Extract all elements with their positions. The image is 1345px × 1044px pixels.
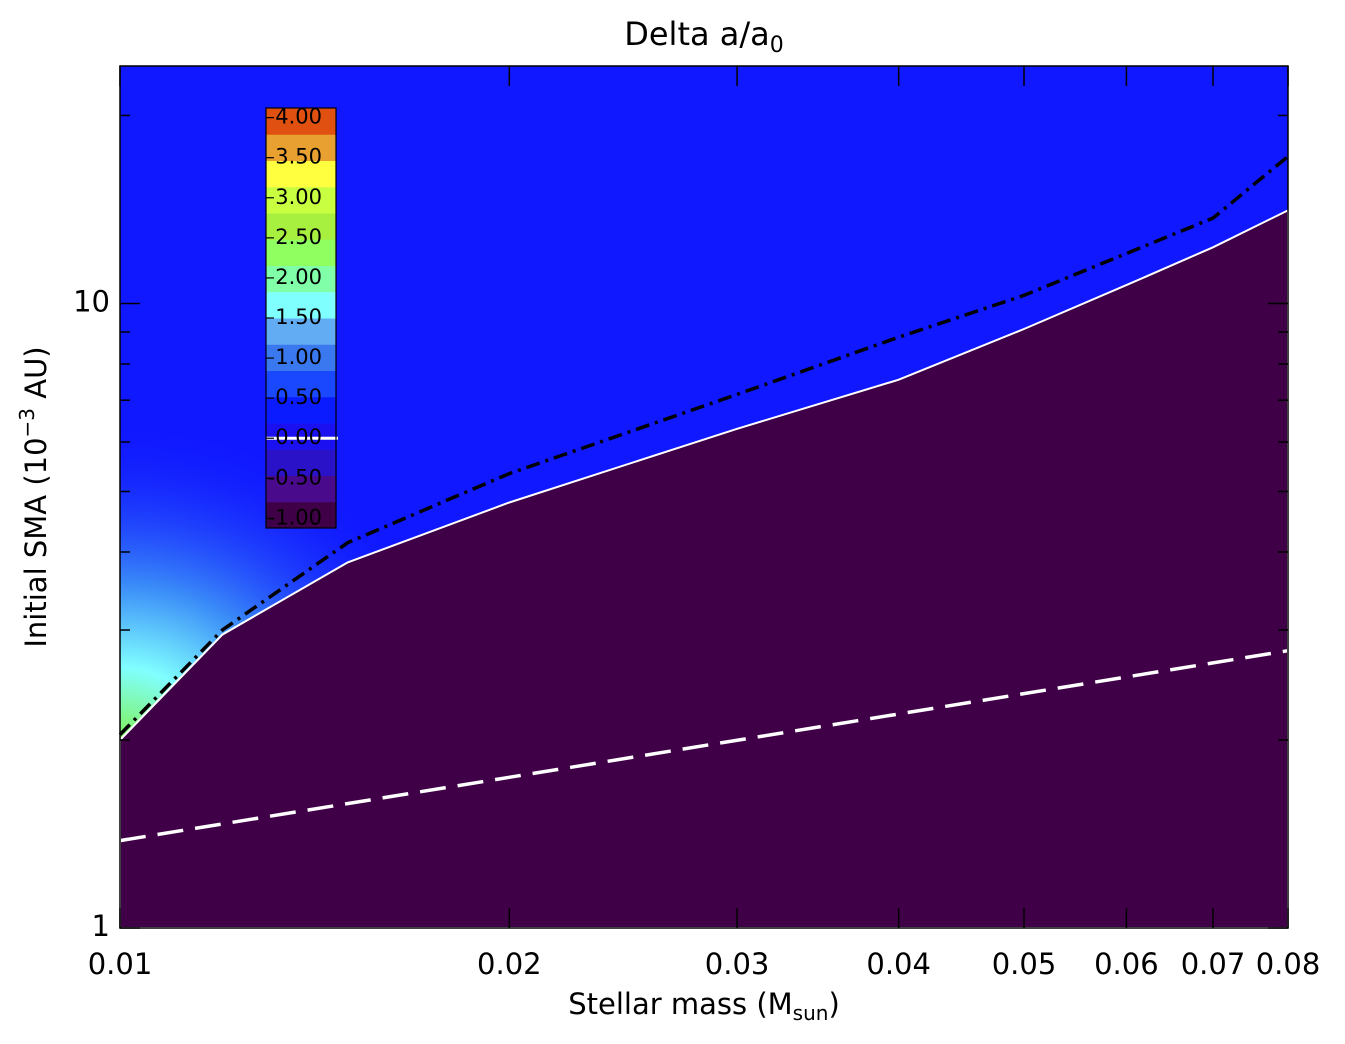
colorbar-band: [266, 475, 336, 503]
colorbar-tick-label: 1.50: [275, 305, 322, 329]
colorbar-band: [266, 134, 336, 161]
colorbar-band: [266, 291, 336, 319]
colorbar-band: [266, 265, 336, 293]
colorbar-band: [266, 344, 336, 371]
x-tick-label: 0.07: [1181, 947, 1246, 981]
colorbar-band: [266, 213, 336, 240]
x-tick-label: 0.08: [1256, 947, 1321, 981]
colorbar-tick-label: 0.50: [275, 385, 322, 409]
colorbar-tick-label: 3.50: [275, 145, 322, 169]
colorbar-band: [266, 186, 336, 214]
y-title-superscript: −3: [15, 408, 39, 437]
colorbar-band: [266, 370, 336, 398]
colorbar-band: [266, 318, 336, 345]
x-tick-label: 0.04: [866, 947, 931, 981]
y-tick-label: 1: [92, 909, 110, 943]
chart-title: Delta a/a0: [624, 15, 784, 58]
colorbar-tick-label: 2.00: [275, 265, 322, 289]
x-tick-label: 0.03: [705, 947, 770, 981]
colorbar-tick-label: 0.00: [275, 425, 322, 449]
x-title-end: ): [828, 987, 839, 1021]
dashed-line: [119, 648, 1289, 843]
x-tick-label: 0.02: [477, 947, 542, 981]
colorbar-tick-label: 3.00: [275, 185, 322, 209]
colorbar-tick-label: 1.00: [275, 345, 322, 369]
x-tick-label: 0.01: [88, 947, 153, 981]
y-title-end: AU): [19, 346, 53, 408]
title-text: Delta a/a: [624, 15, 770, 53]
colorbar-band: [266, 449, 336, 476]
colorbar-frame: [265, 107, 337, 529]
x-title-subscript: sun: [793, 1001, 829, 1025]
x-tick-label: 0.06: [1094, 947, 1159, 981]
x-title-text: Stellar mass (M: [568, 987, 792, 1021]
y-tick-label: 10: [73, 284, 110, 318]
colorbar-band: [266, 396, 336, 424]
x-axis-title: Stellar mass (Msun): [568, 987, 840, 1025]
colorbar-tick-label: -1.00: [268, 505, 322, 529]
colorbar-band: [266, 160, 336, 188]
title-subscript: 0: [770, 33, 784, 58]
colorbar-tick-label: 2.50: [275, 225, 322, 249]
plot-frame: [119, 65, 1289, 929]
colorbar-tick-label: -0.50: [268, 465, 322, 489]
x-tick-label: 0.05: [992, 947, 1057, 981]
colorbar-band: [266, 108, 336, 135]
colorbar-tick-label: 4.00: [275, 105, 322, 129]
y-title-text: Initial SMA (10: [19, 437, 53, 647]
colorbar-band: [266, 423, 336, 450]
dashdot-line: [118, 155, 1290, 736]
colorbar-band: [266, 501, 336, 529]
y-axis-title: Initial SMA (10−3 AU): [15, 346, 54, 647]
colorbar-band: [266, 239, 336, 266]
